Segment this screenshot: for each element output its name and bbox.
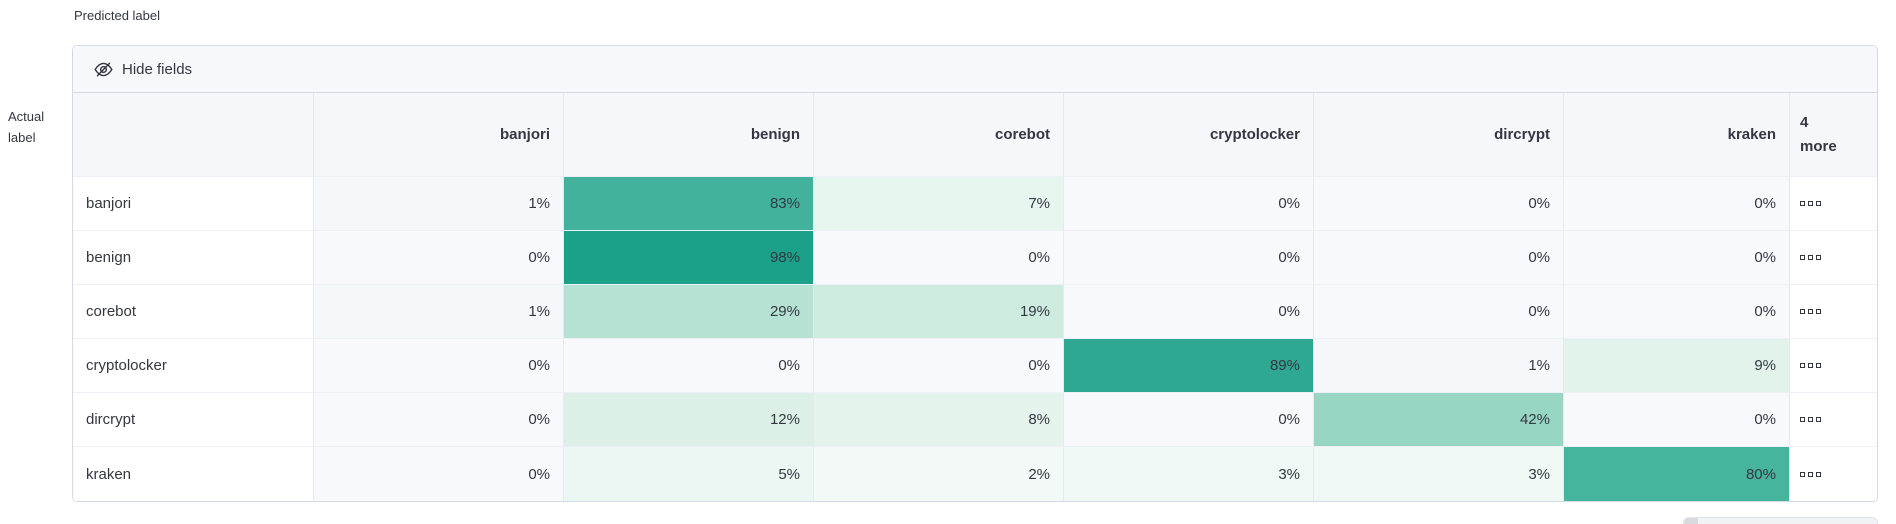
cell-cryptolocker-kraken[interactable]: 9% [1564, 339, 1790, 393]
row-more-button-corebot[interactable] [1790, 285, 1877, 339]
confusion-matrix-grid: banjori benign corebot cryptolocker dircrypt… [73, 93, 1877, 501]
cell-banjori-dircrypt[interactable]: 0% [1314, 177, 1564, 231]
eye-closed-icon [94, 60, 113, 79]
row-label-cryptolocker[interactable]: cryptolocker [73, 339, 314, 393]
row-more-button-dircrypt[interactable] [1790, 393, 1877, 447]
predicted-axis-label: Predicted label [74, 8, 160, 23]
scrollbar-thumb[interactable] [1684, 518, 1698, 524]
boxes-horizontal-icon [1800, 255, 1821, 260]
cell-benign-dircrypt[interactable]: 0% [1314, 231, 1564, 285]
cell-cryptolocker-cryptolocker[interactable]: 89% [1064, 339, 1314, 393]
actual-axis-label-line1: Actual [8, 109, 45, 124]
cell-banjori-banjori[interactable]: 1% [314, 177, 564, 231]
hide-fields-label: Hide fields [122, 60, 193, 78]
cell-kraken-kraken[interactable]: 80% [1564, 447, 1790, 501]
column-header-corebot[interactable]: corebot [814, 93, 1064, 177]
row-label-benign[interactable]: benign [73, 231, 314, 285]
column-header-benign[interactable]: benign [564, 93, 814, 177]
cell-cryptolocker-banjori[interactable]: 0% [314, 339, 564, 393]
row-more-button-cryptolocker[interactable] [1790, 339, 1877, 393]
actual-axis-label-line2: label [8, 130, 36, 146]
column-header-dircrypt[interactable]: dircrypt [1314, 93, 1564, 177]
cell-cryptolocker-dircrypt[interactable]: 1% [1314, 339, 1564, 393]
cell-banjori-kraken[interactable]: 0% [1564, 177, 1790, 231]
cell-kraken-dircrypt[interactable]: 3% [1314, 447, 1564, 501]
boxes-horizontal-icon [1800, 363, 1821, 368]
cell-kraken-benign[interactable]: 5% [564, 447, 814, 501]
cell-dircrypt-cryptolocker[interactable]: 0% [1064, 393, 1314, 447]
cell-kraken-corebot[interactable]: 2% [814, 447, 1064, 501]
cell-kraken-banjori[interactable]: 0% [314, 447, 564, 501]
cell-cryptolocker-benign[interactable]: 0% [564, 339, 814, 393]
boxes-horizontal-icon [1800, 201, 1821, 206]
row-label-banjori[interactable]: banjori [73, 177, 314, 231]
cell-benign-corebot[interactable]: 0% [814, 231, 1064, 285]
cell-dircrypt-benign[interactable]: 12% [564, 393, 814, 447]
row-more-button-kraken[interactable] [1790, 447, 1877, 501]
cell-benign-cryptolocker[interactable]: 0% [1064, 231, 1314, 285]
column-header-more[interactable]: 4 more [1790, 93, 1877, 177]
cell-cryptolocker-corebot[interactable]: 0% [814, 339, 1064, 393]
cell-dircrypt-dircrypt[interactable]: 42% [1314, 393, 1564, 447]
cell-benign-banjori[interactable]: 0% [314, 231, 564, 285]
row-more-button-benign[interactable] [1790, 231, 1877, 285]
confusion-matrix-panel: Hide fields banjori benign corebot cryptolo… [72, 45, 1878, 502]
header-corner-cell [73, 93, 314, 177]
column-header-cryptolocker[interactable]: cryptolocker [1064, 93, 1314, 177]
boxes-horizontal-icon [1800, 309, 1821, 314]
cell-banjori-cryptolocker[interactable]: 0% [1064, 177, 1314, 231]
cell-corebot-corebot[interactable]: 19% [814, 285, 1064, 339]
cell-corebot-kraken[interactable]: 0% [1564, 285, 1790, 339]
row-label-corebot[interactable]: corebot [73, 285, 314, 339]
actual-axis-label: Actual label [8, 106, 44, 149]
horizontal-scrollbar[interactable] [1683, 517, 1878, 524]
cell-dircrypt-banjori[interactable]: 0% [314, 393, 564, 447]
cell-dircrypt-kraken[interactable]: 0% [1564, 393, 1790, 447]
cell-benign-kraken[interactable]: 0% [1564, 231, 1790, 285]
cell-corebot-dircrypt[interactable]: 0% [1314, 285, 1564, 339]
row-label-kraken[interactable]: kraken [73, 447, 314, 501]
cell-banjori-corebot[interactable]: 7% [814, 177, 1064, 231]
column-header-kraken[interactable]: kraken [1564, 93, 1790, 177]
cell-banjori-benign[interactable]: 83% [564, 177, 814, 231]
cell-corebot-benign[interactable]: 29% [564, 285, 814, 339]
cell-kraken-cryptolocker[interactable]: 3% [1064, 447, 1314, 501]
hide-fields-button[interactable]: Hide fields [94, 60, 192, 79]
boxes-horizontal-icon [1800, 471, 1821, 477]
column-header-banjori[interactable]: banjori [314, 93, 564, 177]
cell-benign-benign[interactable]: 98% [564, 231, 814, 285]
boxes-horizontal-icon [1800, 417, 1821, 422]
cell-dircrypt-corebot[interactable]: 8% [814, 393, 1064, 447]
cell-corebot-cryptolocker[interactable]: 0% [1064, 285, 1314, 339]
row-more-button-banjori[interactable] [1790, 177, 1877, 231]
row-label-dircrypt[interactable]: dircrypt [73, 393, 314, 447]
cell-corebot-banjori[interactable]: 1% [314, 285, 564, 339]
datagrid-toolbar: Hide fields [73, 46, 1877, 93]
